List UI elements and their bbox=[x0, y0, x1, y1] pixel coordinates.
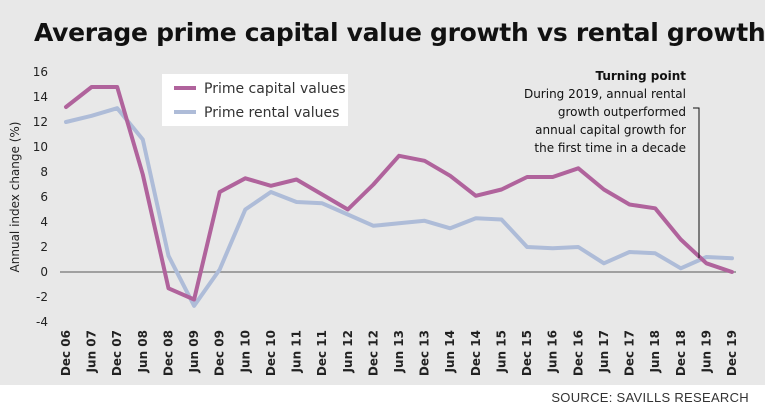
y-axis-ticks: -4 -2 0 2 4 6 8 10 12 14 16 bbox=[33, 65, 48, 329]
x-tick-label: Jun 13 bbox=[392, 330, 406, 373]
x-tick-label: Jun 07 bbox=[85, 330, 99, 373]
y-tick-label: 0 bbox=[40, 265, 48, 279]
annotation-line: annual capital growth for bbox=[535, 123, 686, 137]
annotation-line: Turning point bbox=[595, 69, 686, 83]
x-tick-label: Jun 16 bbox=[546, 330, 560, 373]
turning-point-annotation: Turning point During 2019, annual rental… bbox=[524, 69, 700, 258]
y-tick-label: 6 bbox=[40, 190, 48, 204]
chart-title: Average prime capital value growth vs re… bbox=[34, 18, 765, 47]
x-tick-label: Dec 12 bbox=[366, 330, 380, 376]
y-tick-label: -4 bbox=[36, 315, 48, 329]
x-tick-label: Jun 19 bbox=[699, 330, 713, 373]
source-note: SOURCE: SAVILLS RESEARCH bbox=[551, 390, 749, 405]
y-tick-label: 14 bbox=[33, 90, 48, 104]
line-chart: -4 -2 0 2 4 6 8 10 12 14 16 Dec 06 Jun 07 Dec 07 Jun … bbox=[8, 65, 739, 376]
annotation-leader-line bbox=[693, 107, 700, 258]
x-tick-label: Jun 15 bbox=[494, 330, 508, 373]
x-tick-label: Dec 16 bbox=[571, 330, 585, 376]
x-tick-label: Dec 11 bbox=[315, 330, 329, 376]
legend-box bbox=[162, 74, 348, 126]
x-tick-label: Dec 09 bbox=[213, 330, 227, 376]
annotation-line: growth outperformed bbox=[558, 105, 686, 119]
annotation-line: the first time in a decade bbox=[534, 141, 686, 155]
x-tick-label: Dec 10 bbox=[264, 330, 278, 376]
x-tick-label: Dec 06 bbox=[59, 330, 73, 376]
chart-panel bbox=[0, 0, 765, 385]
y-tick-label: 4 bbox=[40, 215, 48, 229]
x-axis-ticks: Dec 06 Jun 07 Dec 07 Jun 08 Dec 08 Jun 09 Dec … bbox=[59, 330, 739, 376]
x-tick-label: Dec 13 bbox=[418, 330, 432, 376]
x-tick-label: Jun 10 bbox=[238, 330, 252, 373]
y-tick-label: -2 bbox=[36, 290, 48, 304]
x-tick-label: Dec 18 bbox=[674, 330, 688, 376]
x-tick-label: Jun 09 bbox=[187, 330, 201, 373]
y-tick-label: 8 bbox=[40, 165, 48, 179]
x-tick-label: Jun 14 bbox=[443, 330, 457, 373]
legend-label-rental: Prime rental values bbox=[204, 105, 339, 121]
x-tick-label: Dec 17 bbox=[623, 330, 637, 376]
y-tick-label: 2 bbox=[40, 240, 48, 254]
x-tick-label: Jun 18 bbox=[648, 330, 662, 373]
x-tick-label: Dec 14 bbox=[469, 330, 483, 376]
series-line-prime-capital-values bbox=[64, 85, 734, 302]
y-tick-label: 12 bbox=[33, 115, 48, 129]
x-tick-label: Dec 15 bbox=[520, 330, 534, 376]
series-line-prime-rental-values bbox=[64, 106, 734, 308]
x-tick-label: Dec 19 bbox=[725, 330, 739, 376]
x-tick-label: Jun 08 bbox=[136, 330, 150, 373]
y-tick-label: 16 bbox=[33, 65, 48, 79]
legend: Prime capital values Prime rental values bbox=[162, 74, 348, 126]
y-axis-label: Annual index change (%) bbox=[8, 122, 22, 273]
x-tick-label: Jun 12 bbox=[341, 330, 355, 373]
x-tick-label: Dec 07 bbox=[110, 330, 124, 376]
series-layer bbox=[64, 85, 734, 308]
x-tick-label: Jun 11 bbox=[290, 330, 304, 373]
annotation-line: During 2019, annual rental bbox=[524, 87, 686, 101]
y-tick-label: 10 bbox=[33, 140, 48, 154]
legend-label-capital: Prime capital values bbox=[204, 81, 346, 97]
x-tick-label: Dec 08 bbox=[161, 330, 175, 376]
x-tick-label: Jun 17 bbox=[597, 330, 611, 373]
